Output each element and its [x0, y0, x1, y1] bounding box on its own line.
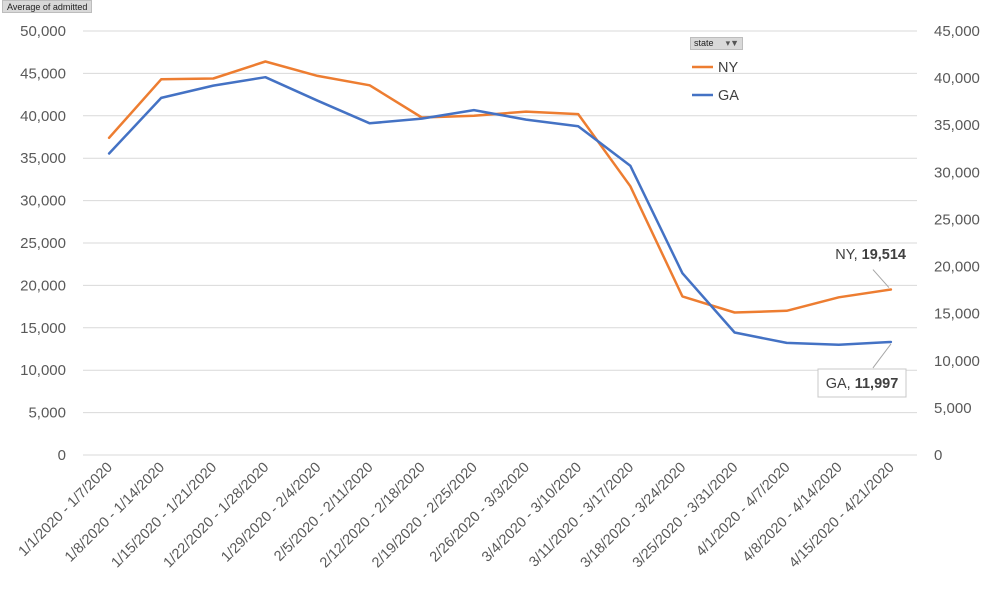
x-tick-label: 2/12/2020 - 2/18/2020 [317, 460, 429, 572]
legend-field-label: state [694, 38, 714, 48]
right-tick-label: 0 [934, 447, 942, 464]
x-tick-label: 2/26/2020 - 3/3/2020 [427, 460, 533, 566]
series-line-ny [107, 60, 893, 314]
x-tick-label: 1/29/2020 - 2/4/2020 [218, 460, 324, 566]
x-tick-label: 4/1/2020 - 4/7/2020 [693, 460, 793, 560]
gridlines [83, 30, 917, 456]
left-tick-label: 35,000 [20, 150, 66, 167]
filter-icon[interactable]: ▾▼ [725, 38, 739, 48]
x-tick-label: 3/18/2020 - 3/24/2020 [578, 460, 690, 572]
x-tick-label: 3/25/2020 - 3/31/2020 [630, 460, 742, 572]
pivot-value-field-button[interactable]: Average of admitted [2, 0, 93, 13]
left-axis-ticks: 0 5,000 10,000 15,000 20,000 25,000 30,000 35,0… [20, 23, 66, 464]
right-tick-label: 20,000 [934, 259, 980, 276]
right-tick-label: 45,000 [934, 23, 980, 40]
ga-label-leader [872, 343, 892, 369]
legend-label-ny: NY [718, 60, 738, 76]
left-tick-label: 30,000 [20, 193, 66, 210]
right-tick-label: 35,000 [934, 117, 980, 134]
series-lines [107, 60, 893, 347]
end-labels: NY, 19,514 GA, 11,997 [817, 247, 907, 398]
right-tick-label: 25,000 [934, 211, 980, 228]
x-tick-label: 1/22/2020 - 1/28/2020 [161, 460, 273, 572]
legend-label-ga: GA [718, 88, 739, 104]
right-axis-ticks: 0 5,000 10,000 15,000 20,000 25,000 30,000 35,0… [934, 23, 980, 464]
ga-end-label: GA, 11,997 [826, 376, 899, 392]
x-tick-label: 3/11/2020 - 3/17/2020 [526, 460, 637, 571]
right-tick-label: 5,000 [934, 400, 972, 417]
left-tick-label: 45,000 [20, 65, 66, 82]
x-tick-label: 1/15/2020 - 1/21/2020 [108, 460, 220, 572]
left-tick-label: 40,000 [20, 108, 66, 125]
left-tick-label: 0 [58, 447, 66, 464]
ny-label-leader [872, 269, 890, 288]
x-tick-label: 1/8/2020 - 1/14/2020 [62, 460, 168, 566]
legend-field-filter-button[interactable]: state ▾▼ [690, 37, 743, 50]
x-tick-label: 2/5/2020 - 2/11/2020 [271, 460, 376, 565]
left-tick-label: 15,000 [20, 320, 66, 337]
left-tick-label: 5,000 [28, 405, 66, 422]
legend: NY GA [692, 60, 739, 104]
x-tick-label: 4/15/2020 - 4/21/2020 [786, 460, 898, 572]
series-line-ga [107, 75, 893, 347]
right-tick-label: 40,000 [934, 70, 980, 87]
right-tick-label: 30,000 [934, 164, 980, 181]
left-tick-label: 10,000 [20, 362, 66, 379]
right-tick-label: 10,000 [934, 353, 980, 370]
x-tick-label: 2/19/2020 - 2/25/2020 [369, 460, 481, 572]
ga-label-box [817, 368, 907, 398]
left-tick-label: 50,000 [20, 23, 66, 40]
left-tick-label: 25,000 [20, 235, 66, 252]
right-tick-label: 15,000 [934, 306, 980, 323]
x-tick-label: 3/4/2020 - 3/10/2020 [479, 460, 585, 566]
ny-end-label: NY, 19,514 [835, 247, 906, 263]
left-tick-label: 20,000 [20, 277, 66, 294]
x-tick-label: 1/1/2020 - 1/7/2020 [16, 460, 116, 560]
x-tick-label: 4/8/2020 - 4/14/2020 [740, 460, 846, 566]
